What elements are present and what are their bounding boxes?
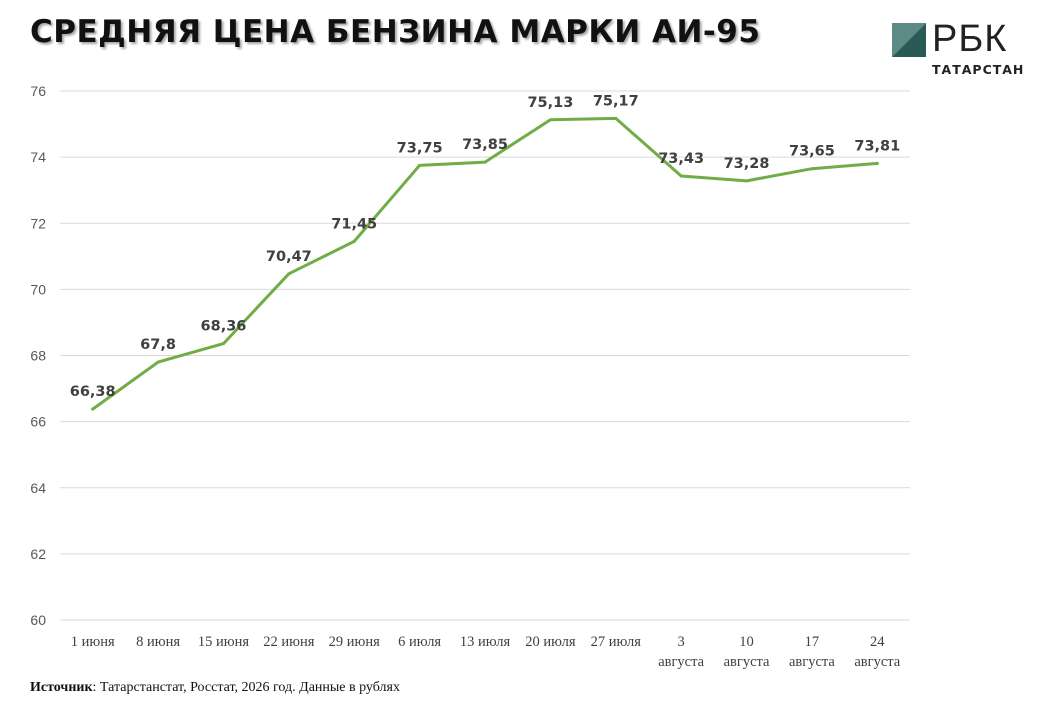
x-tick-label: 1 июня [71, 634, 115, 650]
x-tick-line: 22 июня [263, 634, 314, 650]
x-tick-line: августа [854, 654, 900, 670]
x-tick-label: 24 августа [854, 634, 900, 670]
data-label: 70,47 [266, 249, 312, 265]
y-tick-label: 64 [30, 480, 46, 496]
x-tick-label: 6 июля [398, 634, 441, 650]
y-tick-label: 70 [30, 281, 46, 297]
data-point [418, 163, 422, 167]
y-axis: 60 62 64 66 68 70 72 74 76 [30, 83, 46, 628]
series-group [91, 116, 879, 411]
y-tick-label: 62 [30, 546, 46, 562]
data-point [614, 116, 618, 120]
data-point [548, 118, 552, 122]
x-tick-label: 29 июня [329, 634, 380, 650]
data-point [745, 179, 749, 183]
data-label: 73,75 [397, 140, 443, 156]
x-tick-label: 13 июля [460, 634, 511, 650]
data-point [221, 342, 225, 346]
x-tick-label: 8 июня [136, 634, 180, 650]
x-axis: 1 июня 8 июня 15 июня 22 июня 29 июня 6 июля 1… [71, 634, 901, 670]
data-label: 73,43 [658, 151, 704, 167]
data-label: 75,17 [593, 93, 639, 109]
x-tick-line: 24 [870, 634, 885, 650]
data-point [91, 407, 95, 411]
logo-name: РБК [932, 18, 1008, 60]
x-tick-label: 17 августа [789, 634, 835, 670]
source-note: Источник: Татарстанстат, Росстат, 2026 г… [30, 680, 400, 696]
x-tick-line: 8 июня [136, 634, 180, 650]
data-label: 67,8 [140, 337, 176, 353]
x-tick-line: 1 июня [71, 634, 115, 650]
x-tick-line: 17 [805, 634, 820, 650]
y-tick-label: 68 [30, 348, 46, 364]
rbc-logo-icon [892, 23, 926, 57]
y-tick-label: 60 [30, 612, 46, 628]
x-tick-line: августа [789, 654, 835, 670]
source-label: Источник [30, 680, 93, 695]
data-label: 66,38 [70, 384, 116, 400]
rbc-logo: РБК ТАТАРСТАН [892, 18, 1025, 80]
x-tick-line: 10 [739, 634, 754, 650]
data-point [810, 167, 814, 171]
data-label: 73,81 [854, 138, 900, 154]
data-label: 71,45 [331, 216, 377, 232]
x-tick-line: 20 июля [525, 634, 576, 650]
data-point [679, 174, 683, 178]
y-tick-label: 72 [30, 215, 46, 231]
x-tick-line: 13 июля [460, 634, 511, 650]
x-tick-line: 15 июня [198, 634, 249, 650]
data-label: 73,65 [789, 144, 835, 160]
x-tick-line: 6 июля [398, 634, 441, 650]
data-point [352, 239, 356, 243]
x-tick-label: 22 июня [263, 634, 314, 650]
logo-region: ТАТАРСТАН [932, 62, 1025, 77]
data-point [483, 160, 487, 164]
data-point [156, 360, 160, 364]
x-tick-line: 3 [678, 634, 685, 650]
data-label: 73,85 [462, 137, 508, 153]
x-tick-label: 15 июня [198, 634, 249, 650]
y-tick-label: 74 [30, 149, 46, 165]
data-point [287, 272, 291, 276]
data-label: 68,36 [201, 319, 247, 335]
data-point [875, 161, 879, 165]
x-tick-label: 20 июля [525, 634, 576, 650]
y-tick-label: 76 [30, 83, 46, 99]
x-tick-label: 27 июля [591, 634, 642, 650]
grid-lines [60, 90, 910, 621]
x-tick-label: 3 августа [658, 634, 704, 670]
source-text: : Татарстанстат, Росстат, 2026 год. Данн… [92, 680, 400, 695]
x-tick-line: августа [658, 654, 704, 670]
x-tick-line: 27 июля [591, 634, 642, 650]
data-labels: 66,38 67,8 68,36 70,47 71,45 73,75 73,85 75,13 7… [70, 93, 900, 400]
x-tick-line: 29 июня [329, 634, 380, 650]
data-label: 75,13 [527, 95, 573, 111]
x-tick-label: 10 августа [724, 634, 770, 670]
y-tick-label: 66 [30, 414, 46, 430]
x-tick-line: августа [724, 654, 770, 670]
data-label: 73,28 [724, 156, 770, 172]
chart-title: СРЕДНЯЯ ЦЕНА БЕНЗИНА МАРКИ АИ-95 [30, 14, 761, 50]
